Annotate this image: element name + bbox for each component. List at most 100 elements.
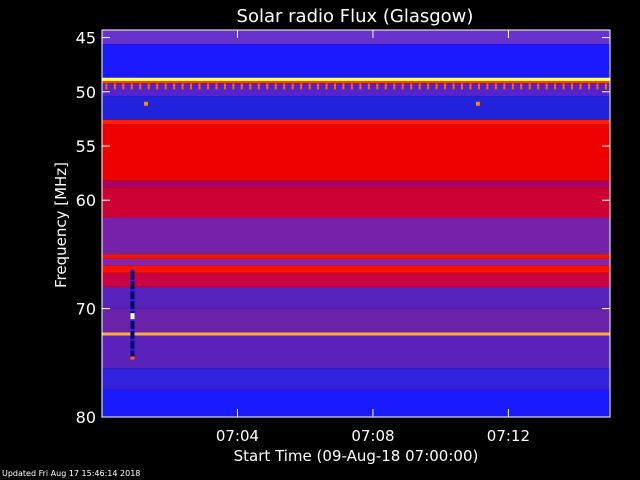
frequency-band — [102, 77, 610, 81]
burst-segment — [130, 348, 135, 351]
interference-dash — [562, 83, 565, 90]
interference-dash — [460, 83, 463, 90]
frequency-band — [102, 335, 610, 369]
interference-dash — [503, 83, 506, 90]
interference-dash — [325, 83, 328, 90]
y-tick-label: 55 — [76, 137, 96, 156]
frequency-band — [102, 217, 610, 255]
frequency-band — [102, 96, 610, 120]
interference-dash — [156, 83, 159, 90]
interference-dash — [300, 83, 303, 90]
plot-area — [101, 29, 611, 418]
y-axis-label: Frequency [MHz] — [52, 162, 70, 288]
interference-dash — [554, 83, 557, 90]
frequency-band — [102, 30, 610, 45]
chart-title: Solar radio Flux (Glasgow) — [237, 6, 474, 27]
interference-dash — [528, 83, 531, 90]
interference-dash — [393, 83, 396, 90]
interference-dash — [317, 83, 320, 90]
y-tick-label: 60 — [76, 191, 96, 210]
interference-dash — [147, 83, 150, 90]
interference-dash — [452, 83, 455, 90]
interference-dash — [283, 83, 286, 90]
interference-dash — [266, 83, 269, 90]
interference-dash — [342, 83, 345, 90]
interference-dash — [427, 83, 430, 90]
interference-dash — [291, 83, 294, 90]
burst-segment — [130, 318, 135, 321]
interference-dash — [511, 83, 514, 90]
interference-dash — [350, 83, 353, 90]
y-tick-label: 50 — [76, 83, 96, 102]
frequency-band — [102, 254, 610, 259]
burst-segment — [130, 289, 135, 292]
interference-dash — [571, 83, 574, 90]
interference-dash — [105, 83, 108, 90]
frequency-band — [102, 83, 610, 97]
frequency-band — [102, 187, 610, 218]
interference-dash — [173, 83, 176, 90]
frequency-band — [102, 119, 610, 125]
interference-dash — [579, 83, 582, 90]
interference-dash — [240, 83, 243, 90]
interference-dash — [401, 83, 404, 90]
interference-dash — [477, 83, 480, 90]
frequency-band — [102, 80, 610, 84]
burst-segment — [130, 269, 135, 272]
interference-dash — [486, 83, 489, 90]
interference-dash — [435, 83, 438, 90]
x-tick-label: 07:08 — [351, 427, 394, 445]
burst-end — [130, 356, 135, 360]
interference-dash — [206, 83, 209, 90]
frequency-band — [102, 258, 610, 266]
y-tick-label: 45 — [76, 29, 96, 48]
frequency-band — [102, 368, 610, 390]
interference-dash — [384, 83, 387, 90]
interference-dot — [144, 101, 149, 106]
interference-dash — [410, 83, 413, 90]
burst-segment — [130, 328, 135, 331]
frequency-band — [102, 124, 610, 181]
x-tick-label: 07:12 — [487, 427, 530, 445]
interference-dash — [359, 83, 362, 90]
burst-segment — [130, 309, 135, 312]
interference-dash — [604, 83, 607, 90]
interference-dash — [274, 83, 277, 90]
frequency-band — [102, 44, 610, 78]
interference-dash — [444, 83, 447, 90]
interference-dash — [113, 83, 116, 90]
interference-dash — [122, 83, 125, 90]
interference-dash — [198, 83, 201, 90]
frequency-band — [102, 389, 610, 417]
x-axis-label: Start Time (09-Aug-18 07:00:00) — [234, 447, 479, 465]
interference-dash — [376, 83, 379, 90]
frequency-band — [102, 180, 610, 188]
x-tick-label: 07:04 — [216, 427, 259, 445]
interference-dash — [215, 83, 218, 90]
updated-timestamp: Updated Fri Aug 17 15:46:14 2018 — [2, 469, 141, 478]
interference-dash — [537, 83, 540, 90]
frequency-band — [102, 272, 610, 287]
burst-segment — [130, 279, 135, 282]
interference-dash — [257, 83, 260, 90]
frequency-band — [102, 308, 610, 333]
interference-dot — [475, 101, 480, 106]
interference-dash — [587, 83, 590, 90]
interference-dash — [520, 83, 523, 90]
interference-dash — [139, 83, 142, 90]
interference-dash — [494, 83, 497, 90]
interference-dash — [130, 83, 133, 90]
interference-dash — [223, 83, 226, 90]
x-axis: 07:04 07:08 07:12 — [216, 30, 530, 445]
y-tick-label: 70 — [76, 300, 96, 319]
interference-dash — [232, 83, 235, 90]
frequency-band — [102, 332, 610, 336]
interference-dash — [418, 83, 421, 90]
y-tick-label: 80 — [76, 408, 96, 427]
interference-dash — [249, 83, 252, 90]
burst-segment — [130, 299, 135, 302]
interference-dash — [308, 83, 311, 90]
interference-dash — [545, 83, 548, 90]
interference-dash — [596, 83, 599, 90]
